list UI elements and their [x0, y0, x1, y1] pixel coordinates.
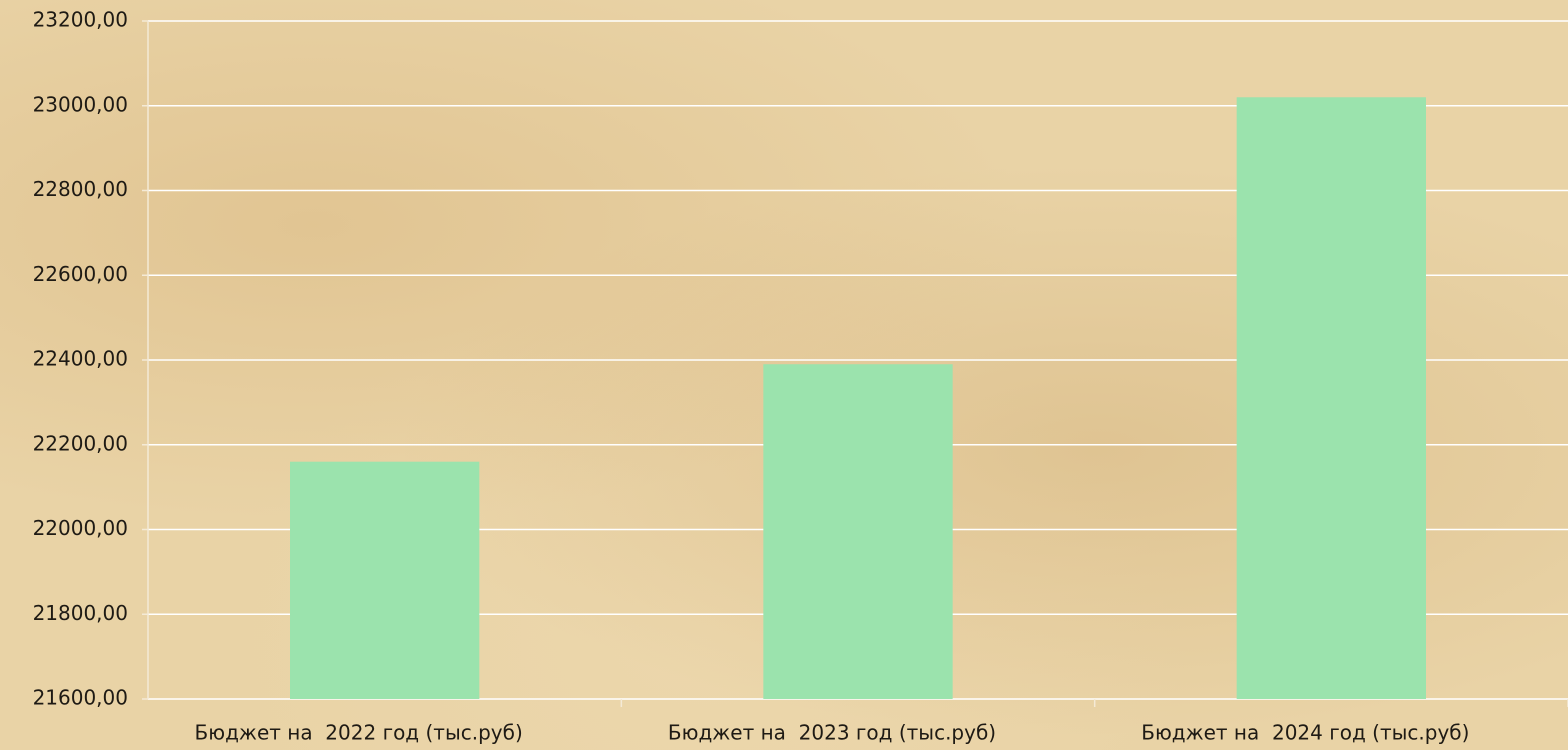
y-tick-label: 23200,00 — [33, 8, 128, 32]
x-tick-label: Бюджет на 2024 год (тыс.руб) — [1141, 721, 1469, 745]
x-tick-label: Бюджет на 2023 год (тыс.руб) — [668, 721, 996, 745]
y-tick-label: 22800,00 — [33, 177, 128, 201]
x-tick-label: Бюджет на 2022 год (тыс.руб) — [195, 721, 523, 745]
bar — [290, 461, 480, 699]
y-tick-label: 22400,00 — [33, 347, 128, 371]
y-tick-label: 22600,00 — [33, 262, 128, 286]
y-tick-label: 22000,00 — [33, 516, 128, 540]
y-tick-label: 21600,00 — [33, 686, 128, 710]
bar — [1236, 97, 1426, 699]
y-tick-label: 22200,00 — [33, 431, 128, 455]
y-tick-label: 23000,00 — [33, 92, 128, 116]
y-tick-label: 21800,00 — [33, 601, 128, 625]
bar — [763, 364, 953, 699]
